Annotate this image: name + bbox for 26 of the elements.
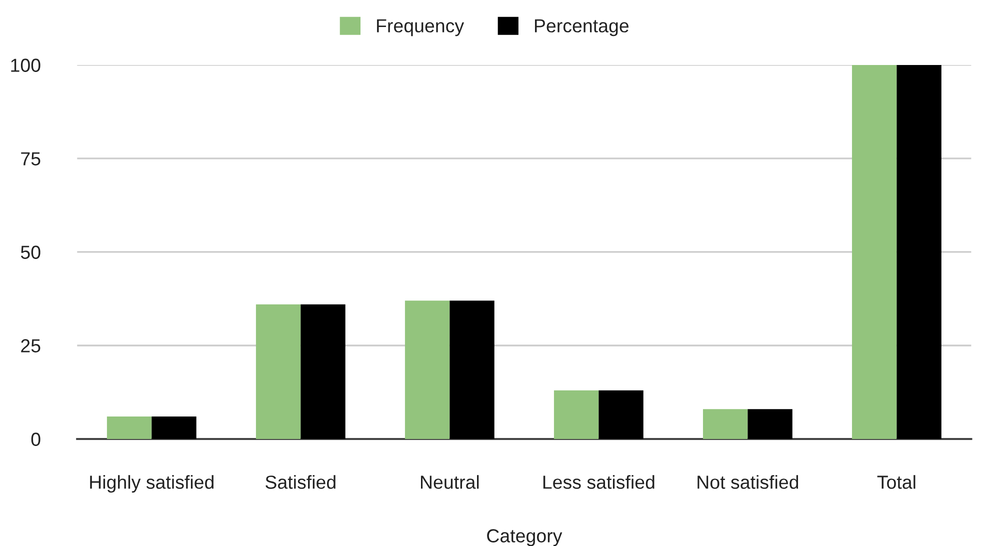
bar: [852, 64, 897, 439]
bar: [598, 390, 644, 439]
bar: [256, 304, 301, 439]
bar: [748, 409, 792, 439]
bar: [702, 409, 748, 439]
x-tick-label: Highly satisfied: [90, 475, 214, 493]
y-tick-label: 25: [21, 339, 40, 352]
x-tick-label: Less satisfied: [543, 475, 654, 489]
y-tick-label: 100: [11, 58, 40, 72]
bar: [106, 416, 152, 439]
bar: [554, 390, 599, 439]
legend-label: Percentage: [534, 19, 629, 36]
x-tick-label: Satisfied: [266, 475, 336, 489]
bar: [152, 416, 196, 439]
bar: [300, 304, 346, 439]
x-tick-label: Not satisfied: [698, 475, 798, 489]
x-tick-label: Neutral: [420, 475, 479, 489]
bar: [404, 300, 450, 439]
x-tick-label: Total: [877, 475, 916, 489]
bar: [896, 64, 942, 439]
y-tick-label: 0: [31, 432, 40, 446]
bar: [450, 300, 494, 439]
y-tick-label: 50: [20, 246, 40, 259]
x-axis-title: Category: [487, 529, 562, 546]
y-tick-label: 75: [21, 152, 40, 166]
legend-label: Frequency: [377, 19, 464, 36]
